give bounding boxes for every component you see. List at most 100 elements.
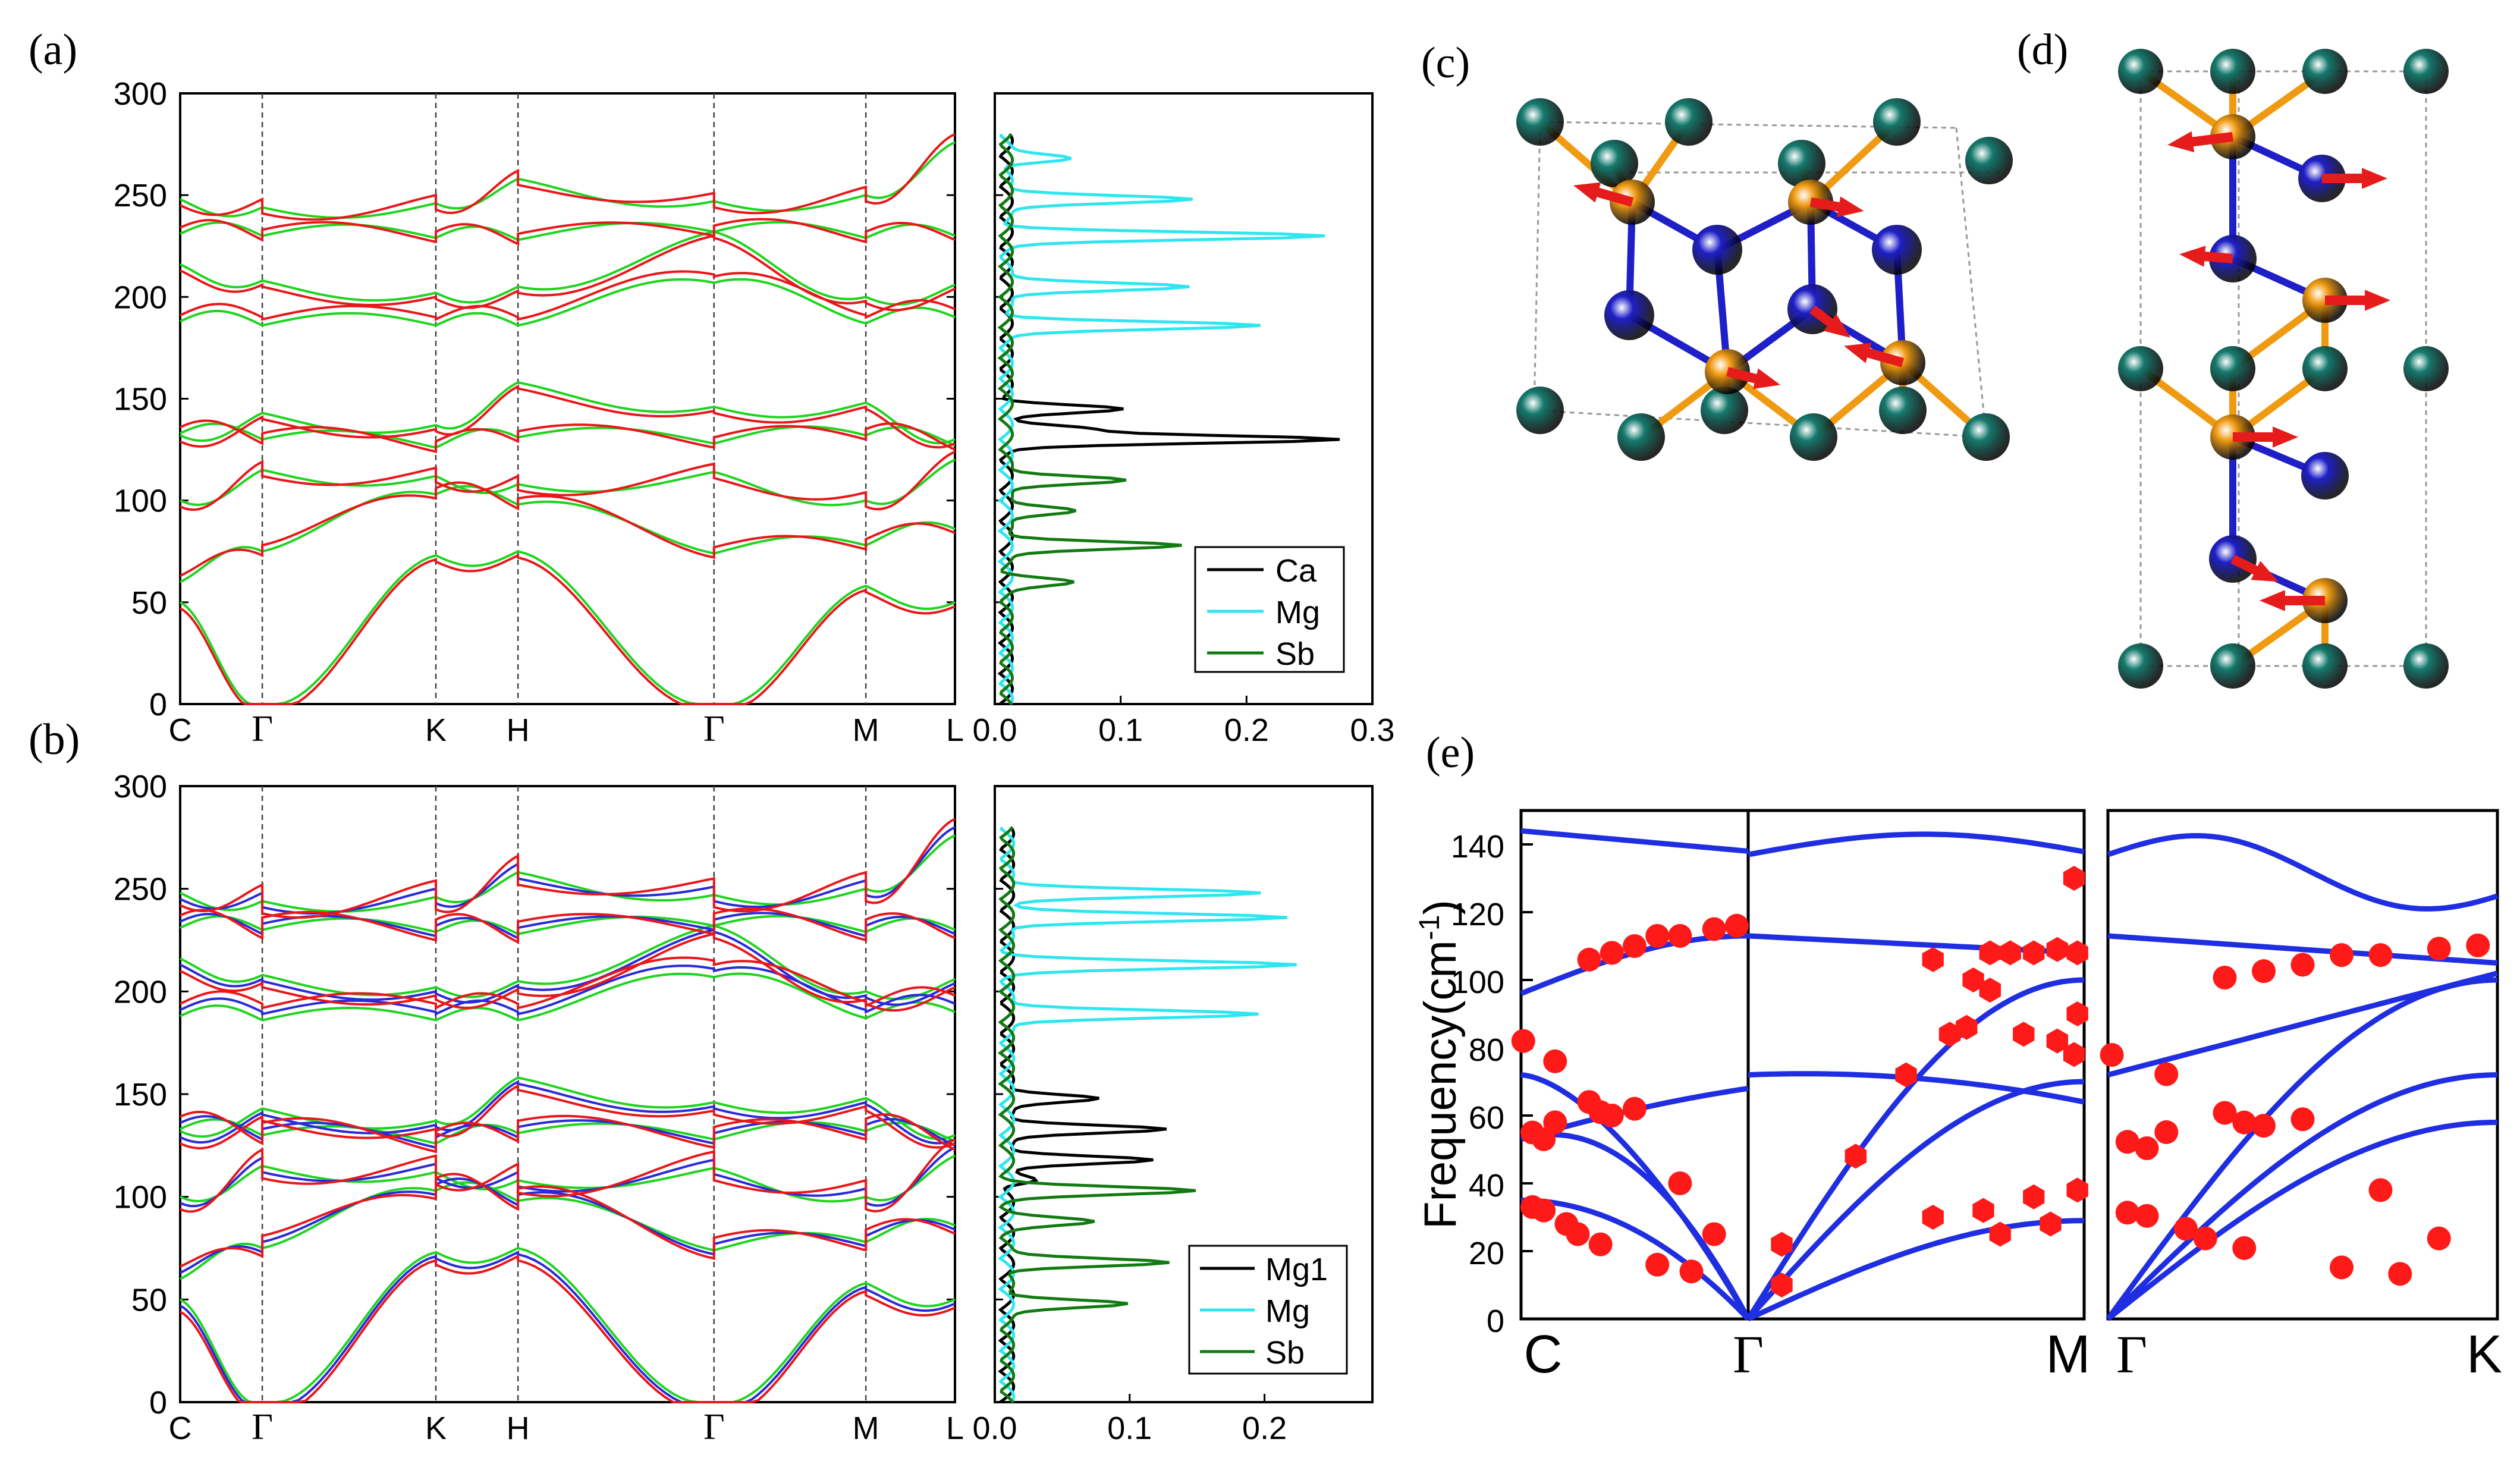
panel-b-ytick-label: 300 <box>114 769 167 805</box>
panel-e-data-point-k <box>2290 1107 2315 1132</box>
panel-e-data-point <box>1668 1171 1692 1195</box>
unit-cell-edge <box>1539 121 1957 129</box>
panel-b-kpoint-label: Γ <box>703 1407 725 1447</box>
panel-b-ytick-label: 100 <box>114 1180 167 1215</box>
panel-e-data-point <box>2066 1177 2088 1203</box>
panel-b-band-line <box>180 834 956 913</box>
panel-b-ytick-label: 200 <box>114 974 167 1010</box>
panel-b-band-line <box>179 1250 956 1403</box>
panel-a-dos-xtick-label: 0.3 <box>1350 712 1394 748</box>
panel-a-band-line <box>180 234 956 312</box>
panel-e-data-point-k <box>2252 1114 2276 1138</box>
panel-e-branch <box>2107 833 2499 912</box>
panel-e-ytick-label: 80 <box>1469 1032 1504 1068</box>
panel-a-ytick-label: 150 <box>114 382 167 417</box>
legend-b-mg1: Mg1 <box>1265 1252 1328 1287</box>
panel-b-ytick-label: 0 <box>149 1385 167 1421</box>
panel-e-data-point <box>1702 917 1726 941</box>
sb-atom <box>2118 346 2163 391</box>
panel-e-data-point-k <box>2427 1226 2451 1251</box>
panel-e-data-point <box>1989 1221 2011 1247</box>
panel-b-band-line <box>180 818 956 919</box>
panel-e-data-point <box>1623 1097 1647 1121</box>
panel-a-ytick-label: 50 <box>131 585 167 621</box>
panel-e-data-point-k <box>2154 1062 2179 1086</box>
panel-e-data-point-k <box>2368 1178 2393 1202</box>
panel-b-ytick-label: 250 <box>114 872 167 907</box>
panel-label-c: (c) <box>1421 39 1470 87</box>
panel-a-band-line <box>180 270 956 322</box>
panel-e-data-point <box>1600 941 1624 965</box>
panel-e-data-point <box>1895 1062 1917 1088</box>
mg-atom <box>1604 290 1654 340</box>
panel-b-band-line <box>180 1083 956 1150</box>
displacement-arrow-head <box>2251 561 2279 582</box>
sb-atom <box>2118 49 2163 94</box>
legend-b-mg: Mg <box>1265 1293 1310 1329</box>
panel-e-ytick-label: 120 <box>1451 897 1504 932</box>
panel-e-data-point <box>1577 947 1601 972</box>
panel-b-dos-dos-sb <box>997 826 1196 1403</box>
panel-e-kpoint-label: K <box>2466 1325 2502 1384</box>
panel-e-ytick-label: 0 <box>1487 1303 1504 1339</box>
sb-atom <box>2210 49 2255 94</box>
panel-e-data-point <box>1724 913 1749 938</box>
displacement-arrow-head <box>2167 131 2195 153</box>
sb-atom <box>1516 387 1564 434</box>
sb-atom <box>1790 413 1837 461</box>
sb-atom <box>1665 98 1713 146</box>
panel-a-band-line <box>180 419 956 454</box>
panel-b-kpoint-label: K <box>425 1410 447 1446</box>
legend-a-mg: Mg <box>1275 595 1320 630</box>
panel-b-band-line <box>180 932 956 1012</box>
panel-e-data-point <box>2023 940 2045 966</box>
panel-a-ytick-label: 250 <box>114 178 167 213</box>
legend-b: Mg1 Mg Sb <box>1188 1245 1348 1375</box>
panel-e-data-point <box>1979 978 2001 1003</box>
unit-cell-edge <box>1533 121 1541 411</box>
sb-atom <box>1965 137 2013 184</box>
panel-e-branch <box>1748 831 2085 857</box>
mg-atom <box>1692 225 1742 275</box>
panel-b-band-line <box>180 1079 956 1145</box>
panel-a-band-line <box>180 133 956 221</box>
panel-e-data-point-k <box>2330 1255 2354 1280</box>
panel-e-data-point-k <box>2368 943 2393 967</box>
panel-e-data-point-k <box>2466 933 2490 957</box>
panel-e-branch <box>1520 828 1749 854</box>
panel-label-d: (d) <box>2017 26 2068 74</box>
panel-e-data-point-k <box>2213 1101 2237 1125</box>
panel-e-frame-1 <box>1746 809 2086 1321</box>
panel-e-data-point-k <box>2115 1130 2139 1154</box>
panel-b-kpoint-label: H <box>507 1410 530 1446</box>
panel-a-dos-xtick-label: 0.1 <box>1098 712 1143 748</box>
sb-atom <box>2403 643 2449 689</box>
panel-a-ytick-label: 100 <box>114 483 167 519</box>
panel-b-band-line <box>180 965 956 1016</box>
displacement-arrow-head <box>2365 290 2390 311</box>
panel-e-data-point <box>1679 1259 1704 1284</box>
panel-a-kpoint-label: K <box>425 712 447 748</box>
panel-a-band-line <box>179 550 956 705</box>
panel-a-ytick-label: 0 <box>149 687 167 722</box>
panel-e-ytick-label: 60 <box>1469 1100 1504 1136</box>
panel-b-plot: 0 50 100 150 200 250 300 C Γ K H Γ M L <box>114 769 964 1447</box>
panel-a-kpoint-label: Γ <box>703 709 725 749</box>
panel-a-frame <box>179 92 956 705</box>
panel-a-kpoint-label: H <box>507 712 530 748</box>
legend-a-sb: Sb <box>1275 636 1315 672</box>
displacement-arrow-head <box>1844 343 1872 363</box>
panel-e-kpoint-label: Γ <box>1733 1325 1764 1384</box>
legend-a-ca: Ca <box>1275 553 1317 589</box>
sb-atom <box>2302 49 2348 94</box>
panel-e-ytick-label: 20 <box>1469 1236 1504 1271</box>
panel-a-dos-plot: 0.0 0.1 0.2 0.3 <box>972 92 1395 748</box>
panel-a-dos-dos-ca <box>997 133 1340 705</box>
displacement-arrow-head <box>1823 314 1850 338</box>
sb-atom <box>1516 98 1564 146</box>
panel-e-data-point-k <box>2135 1136 2159 1161</box>
panel-label-b: (b) <box>29 715 80 764</box>
panel-e-data-point <box>1588 1232 1613 1256</box>
panel-e-ytick-label: 40 <box>1469 1168 1504 1204</box>
